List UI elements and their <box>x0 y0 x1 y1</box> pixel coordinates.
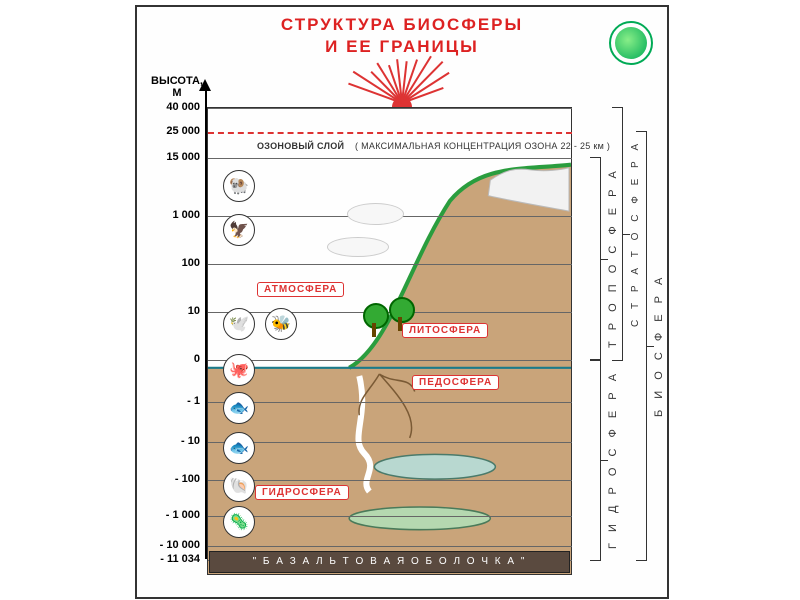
organism-icon: 🦠 <box>223 506 255 538</box>
tree-1 <box>363 303 389 329</box>
y-axis-label: ВЫСОТА, М <box>151 75 203 99</box>
diagram-frame: СТРУКТУРА БИОСФЕРЫ И ЕЕ ГРАНИЦЫ ВЫСОТА, … <box>135 5 669 599</box>
tag-atmosphere: АТМОСФЕРА <box>257 282 344 297</box>
ozone-note: ( МАКСИМАЛЬНАЯ КОНЦЕНТРАЦИЯ ОЗОНА 22 - 2… <box>355 141 610 151</box>
ytick-label: - 100 <box>145 473 200 485</box>
stage: СТРУКТУРА БИОСФЕРЫ И ЕЕ ГРАНИЦЫ ВЫСОТА, … <box>0 0 800 600</box>
ytick-label: - 10 <box>145 435 200 447</box>
tree-2 <box>389 297 415 323</box>
diagram-title: СТРУКТУРА БИОСФЕРЫ И ЕЕ ГРАНИЦЫ <box>137 15 667 57</box>
organism-icon: 🕊️ <box>223 308 255 340</box>
title-line-1: СТРУКТУРА БИОСФЕРЫ <box>137 15 667 35</box>
organism-icon: 🦅 <box>223 214 255 246</box>
ytick-label: - 11 034 <box>145 553 200 565</box>
bracket-stratosphere <box>612 107 623 361</box>
ytick-label: - 1 <box>145 395 200 407</box>
organism-icon: 🐟 <box>223 392 255 424</box>
ytick-label: 15 000 <box>145 151 200 163</box>
tag-hydrosphere: ГИДРОСФЕРА <box>255 485 349 500</box>
organism-icon: 🐚 <box>223 470 255 502</box>
title-line-2: И ЕЕ ГРАНИЦЫ <box>137 37 667 57</box>
vlabel-hydrosphere: Г И Д Р О С Ф Е Р А <box>607 359 619 559</box>
cloud-2 <box>327 237 389 257</box>
tag-lithosphere: ЛИТОСФЕРА <box>402 323 488 338</box>
organism-icon: 🐏 <box>223 170 255 202</box>
ytick-label: 0 <box>145 353 200 365</box>
ytick-label: 100 <box>145 257 200 269</box>
axis-label-1: ВЫСОТА, <box>151 75 203 87</box>
globe-icon <box>609 21 653 65</box>
organism-icon: 🐟 <box>223 432 255 464</box>
ytick-label: - 10 000 <box>145 539 200 551</box>
plot-area <box>207 107 572 575</box>
ytick-label: - 1 000 <box>145 509 200 521</box>
bracket-hydrosphere <box>590 359 601 561</box>
bracket-biosphere <box>636 131 647 561</box>
ytick-label: 40 000 <box>145 101 200 113</box>
y-axis-arrow <box>199 79 211 91</box>
sun-icon <box>342 67 462 107</box>
bracket-troposphere <box>590 157 601 361</box>
organism-icon: 🐝 <box>265 308 297 340</box>
vlabel-biosphere: Б И О С Ф Е Р А <box>653 131 665 559</box>
trunk-1 <box>372 323 376 337</box>
basalt-layer: " Б А З А Л Ь Т О В А Я О Б О Л О Ч К А … <box>209 551 570 573</box>
ytick-label: 1 000 <box>145 209 200 221</box>
ytick-label: 25 000 <box>145 125 200 137</box>
ytick-label: 10 <box>145 305 200 317</box>
axis-label-2: М <box>172 87 181 99</box>
cloud-1 <box>347 203 404 225</box>
tag-pedosphere: ПЕДОСФЕРА <box>412 375 499 390</box>
ozone-label: ОЗОНОВЫЙ СЛОЙ <box>257 141 344 151</box>
geology-svg <box>208 108 571 574</box>
organism-icon: 🐙 <box>223 354 255 386</box>
trunk-2 <box>398 317 402 331</box>
